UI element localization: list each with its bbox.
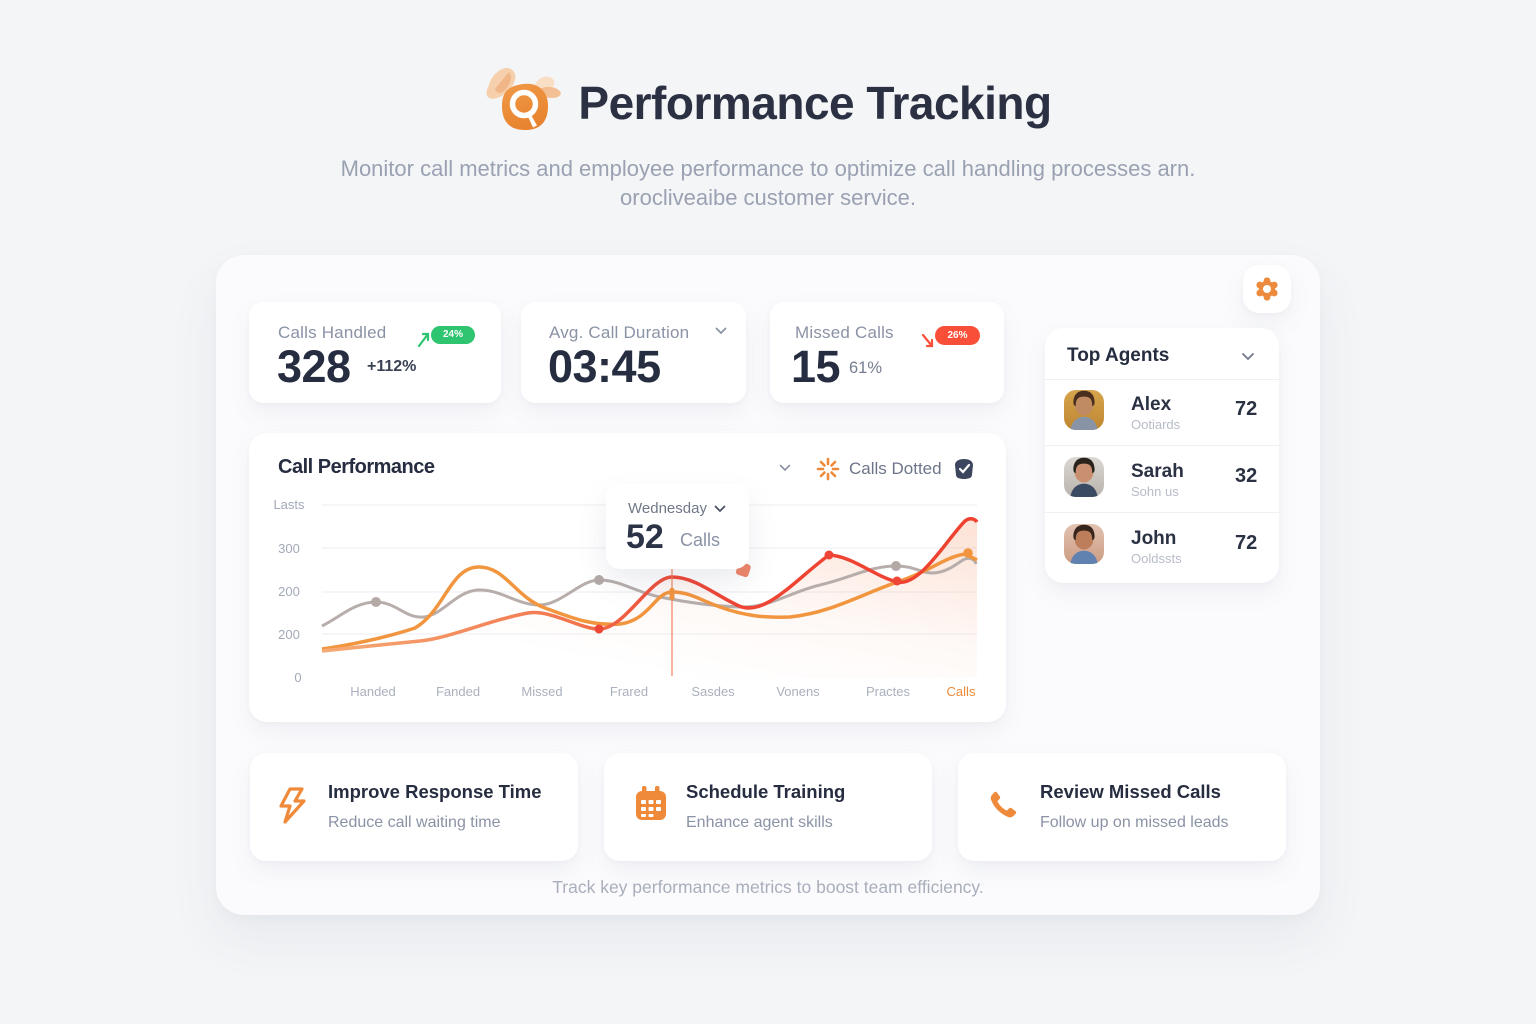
svg-text:0: 0 [294,670,301,685]
svg-text:Fanded: Fanded [436,684,480,699]
svg-text:200: 200 [278,584,300,599]
svg-text:200: 200 [278,627,300,642]
svg-text:Handed: Handed [350,684,396,699]
svg-text:Calls: Calls [947,684,976,699]
svg-text:Sasdes: Sasdes [691,684,735,699]
svg-text:Practes: Practes [866,684,911,699]
svg-text:Missed: Missed [521,684,562,699]
svg-text:Frared: Frared [610,684,648,699]
svg-text:300: 300 [278,541,300,556]
svg-text:Vonens: Vonens [776,684,820,699]
svg-text:Lasts: Lasts [273,497,305,512]
